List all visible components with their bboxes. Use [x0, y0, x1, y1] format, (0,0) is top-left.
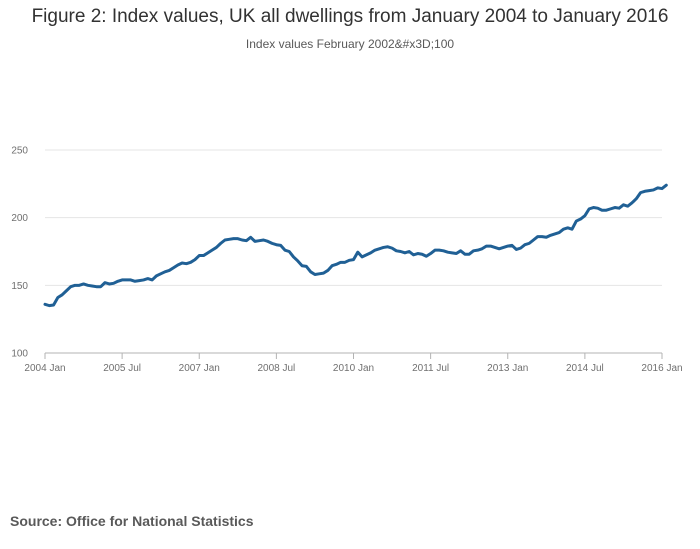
x-tick-label: 2013 Jan [487, 363, 528, 374]
x-tick-label: 2008 Jul [257, 363, 295, 374]
x-tick-label: 2016 Jan [641, 363, 682, 374]
gridlines [45, 149, 662, 286]
x-tick-labels: 2004 Jan 2005 Jul 2007 Jan 2008 Jul 2010 Jan… [24, 363, 682, 374]
y-tick-label: 250 [11, 146, 28, 157]
y-tick-label: 200 [11, 213, 28, 224]
chart-subtitle: Index values February 2002&#x3D;100 [245, 37, 455, 51]
x-tick-label: 2007 Jan [179, 363, 220, 374]
x-tick-label: 2010 Jan [333, 363, 374, 374]
x-tick-label: 2011 Jul [412, 363, 449, 374]
series-layer [43, 183, 668, 308]
x-axis [44, 352, 663, 359]
y-axis: 100 150 200 250 [11, 146, 28, 360]
x-tick-label: 2005 Jul [103, 363, 141, 374]
series-line [43, 183, 668, 308]
x-tick-label: 2014 Jul [566, 363, 604, 374]
y-tick-label: 100 [11, 349, 28, 360]
source-note: Source: Office for National Statistics [10, 513, 254, 529]
x-tick-label: 2004 Jan [24, 363, 65, 374]
y-tick-label: 150 [11, 281, 28, 292]
chart-title: Figure 2: Index values, UK all dwellings… [31, 6, 669, 27]
